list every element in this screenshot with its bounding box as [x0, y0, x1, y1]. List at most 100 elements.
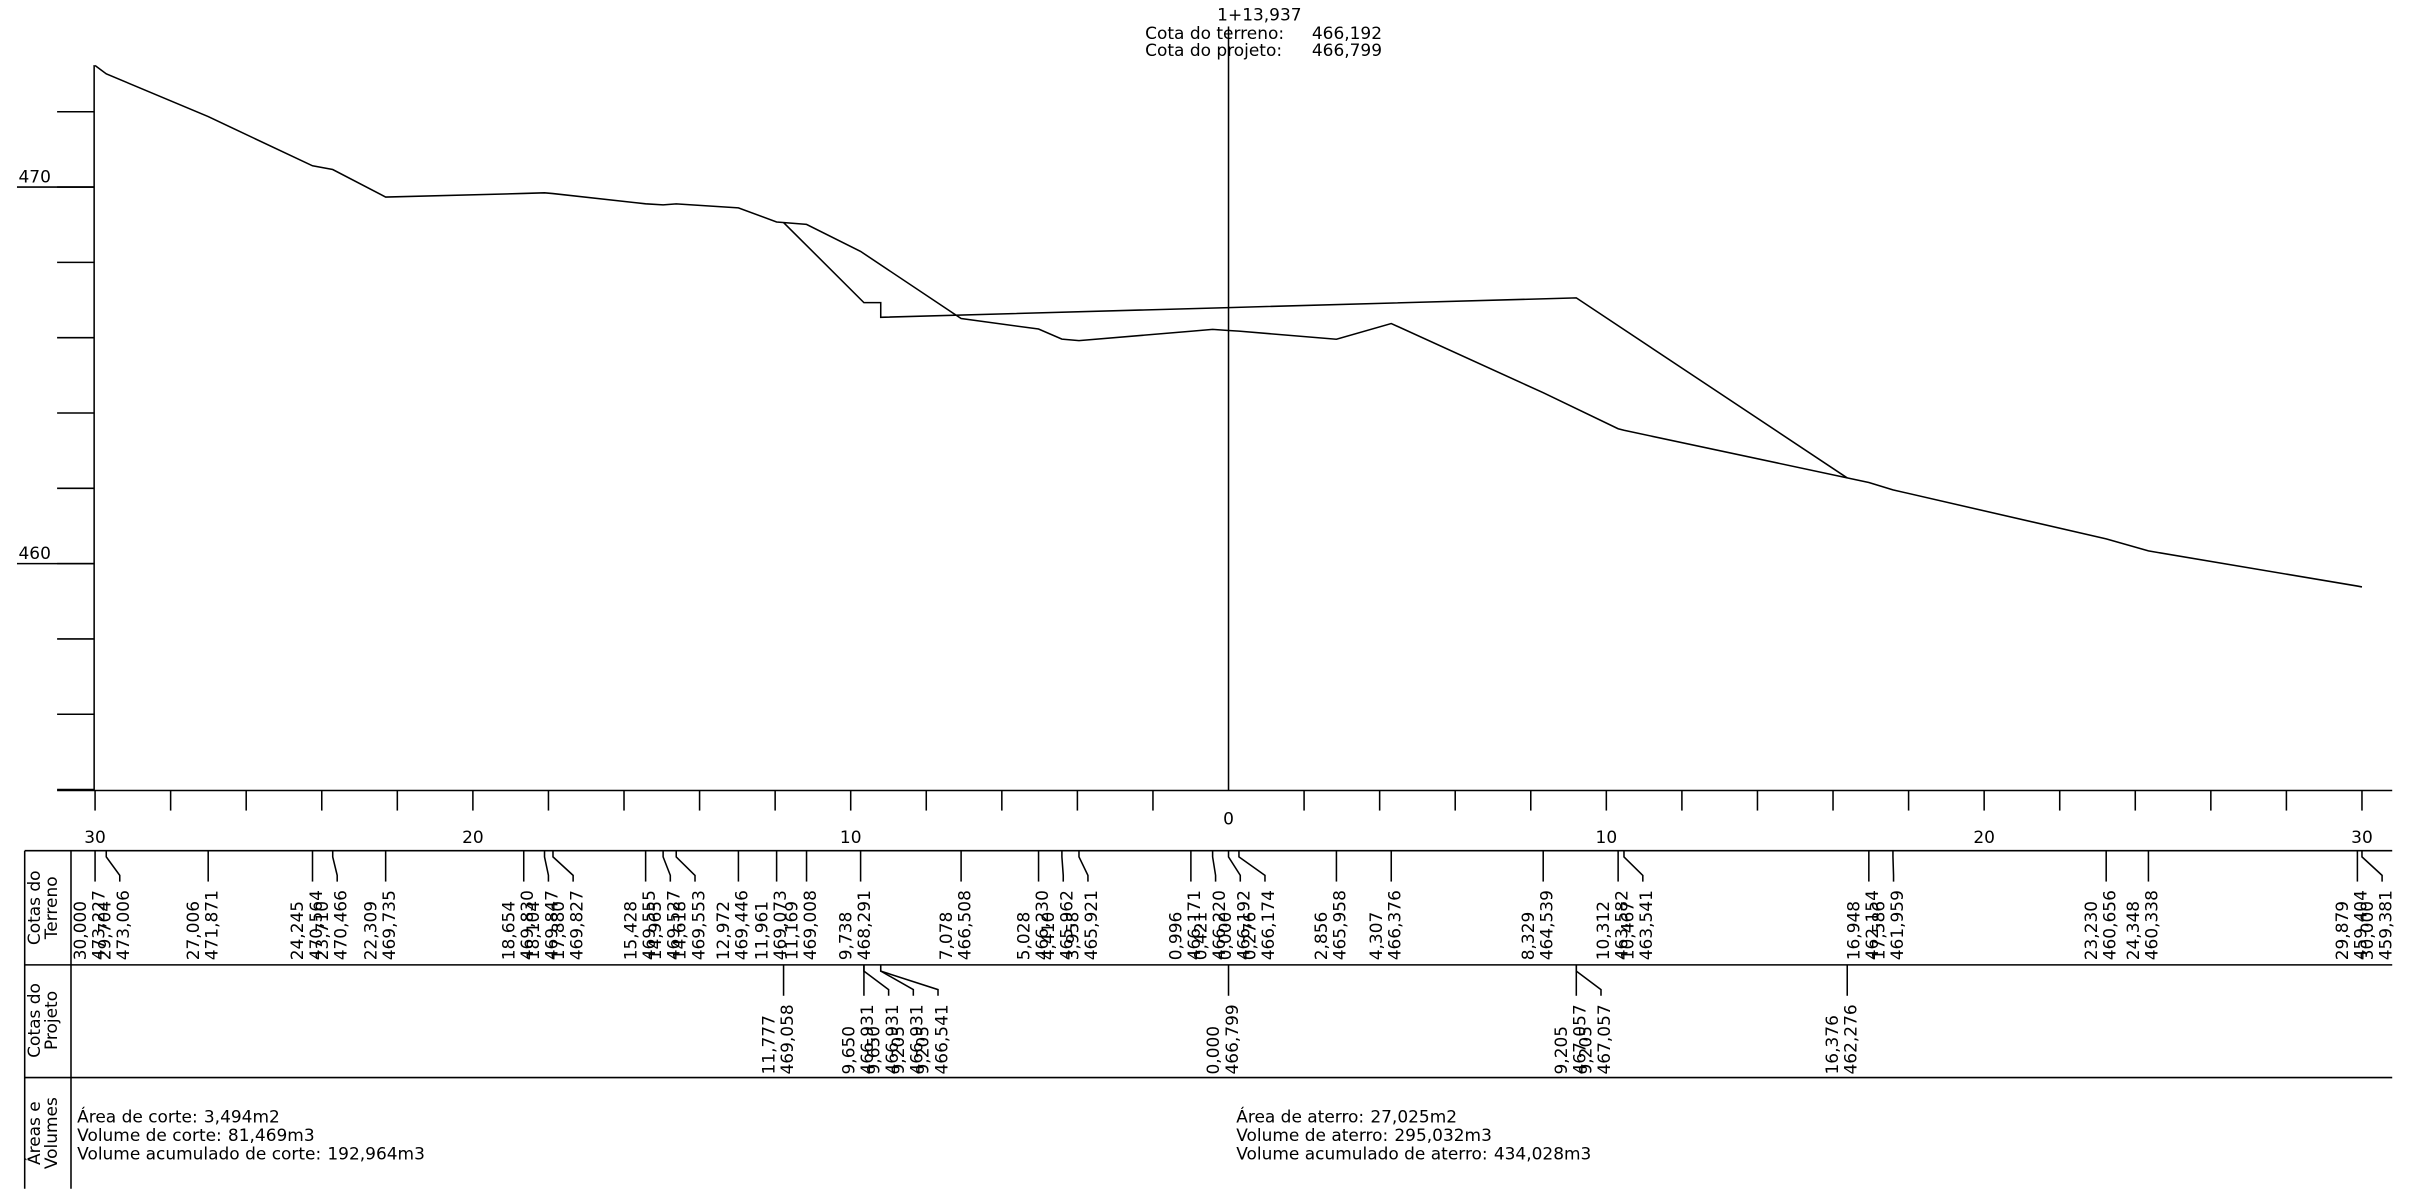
offset-label: 3,958 [1064, 912, 1084, 961]
offset-label: 4,307 [1367, 912, 1387, 961]
elevation-label: 465,962 [1058, 890, 1078, 960]
elevation-label: 463,582 [1612, 890, 1632, 960]
x-tick-label: 10 [1596, 828, 1618, 848]
row-header: Áreas e [23, 1101, 45, 1165]
offset-label: 23,230 [2082, 901, 2102, 960]
offset-label: 9,650 [840, 1026, 860, 1075]
elevation-label: 466,174 [1259, 890, 1279, 960]
offset-label: 23,710 [313, 901, 333, 960]
x-tick-label: 20 [462, 828, 484, 848]
offset-label: 29,704 [96, 901, 116, 960]
leader-line [1061, 850, 1065, 882]
area-volume-label: Volume de aterro: [1236, 1126, 1388, 1146]
area-volume-value: 27,025m2 [1370, 1107, 1457, 1127]
offset-label: 16,948 [1845, 901, 1865, 960]
offset-label: 30,000 [2358, 901, 2378, 960]
elevation-label: 470,564 [307, 890, 327, 960]
offset-label: 29,879 [2333, 901, 2353, 960]
elevation-label: 462,276 [1841, 1004, 1861, 1074]
area-volume-value: 434,028m3 [1494, 1144, 1592, 1164]
elevation-label: 459,381 [2376, 890, 2396, 960]
offset-label: 0,996 [1167, 912, 1187, 961]
elevation-label: 473,006 [114, 890, 134, 960]
offset-label: 9,205 [914, 1026, 934, 1075]
elevation-label: 460,656 [2100, 890, 2120, 960]
area-volume: Volume acumulado de corte: 192,964m3 [77, 1144, 425, 1164]
station-terrain-value: 466,192 [1312, 24, 1382, 44]
offset-label: 22,309 [361, 901, 381, 960]
leader-line [1211, 850, 1217, 882]
leader-line [879, 964, 939, 996]
offset-label: 2,856 [1312, 912, 1332, 961]
offset-label: 14,618 [671, 901, 691, 960]
leader-line [1078, 850, 1089, 882]
leader-line [1892, 850, 1895, 882]
elevation-label: 471,871 [202, 890, 222, 960]
station-project-label: Cota do projeto: [1145, 41, 1282, 61]
elevation-label: 465,921 [1082, 890, 1102, 960]
y-tick-label: 460 [19, 544, 51, 564]
elevation-label: 466,376 [1386, 890, 1406, 960]
station-terrain-label: Cota do terreno: [1145, 24, 1284, 44]
elevation-label: 466,931 [883, 1004, 903, 1074]
offset-label: 7,078 [937, 912, 957, 961]
station-name: 1+13,937 [1217, 5, 1301, 25]
offset-label: 24,348 [2124, 901, 2144, 960]
elevation-label: 469,827 [567, 890, 587, 960]
elevation-label: 469,830 [518, 890, 538, 960]
elevation-label: 468,291 [855, 890, 875, 960]
elevation-label: 460,338 [2143, 890, 2163, 960]
offset-label: 27,006 [184, 901, 204, 960]
y-tick-label: 470 [19, 167, 51, 187]
row-header: Cotas do [25, 870, 45, 945]
area-volume-label: Volume acumulado de corte: [77, 1144, 321, 1164]
row-header: Projeto [42, 991, 62, 1050]
terrain-line [94, 64, 2363, 588]
x-tick-label: 30 [84, 828, 106, 848]
leader-line [543, 850, 550, 882]
elevation-label: 466,192 [1235, 890, 1255, 960]
area-volume: Área de aterro: 27,025m2 [1236, 1105, 1457, 1127]
leader-line [105, 850, 121, 882]
offset-label: 8,329 [1519, 912, 1539, 961]
elevation-label: 469,058 [778, 1004, 798, 1074]
elevation-label: 469,008 [801, 890, 821, 960]
offset-label: 9,205 [1577, 1026, 1597, 1075]
offset-label: 0,000 [1204, 1026, 1224, 1075]
project-line [783, 221, 1848, 479]
elevation-label: 469,555 [640, 890, 660, 960]
offset-label: 0,276 [1241, 912, 1261, 961]
x-tick-label: 20 [1973, 828, 1995, 848]
x-tick-label: 0 [1223, 809, 1234, 829]
area-volume-label: Volume acumulado de aterro: [1236, 1144, 1487, 1164]
elevation-label: 469,073 [771, 890, 791, 960]
area-volume-label: Área de corte: [77, 1105, 198, 1127]
elevation-label: 466,799 [1223, 1004, 1243, 1074]
area-volume: Área de corte: 3,494m2 [77, 1105, 280, 1127]
area-volume-value: 295,032m3 [1394, 1126, 1491, 1146]
leader-line [675, 850, 696, 882]
area-volume-value: 3,494m2 [204, 1107, 280, 1127]
row-header: Volumes [42, 1097, 62, 1169]
elevation-label: 462,154 [1863, 890, 1883, 960]
area-volume: Volume de aterro: 295,032m3 [1236, 1126, 1492, 1146]
offset-label: 9,205 [1552, 1026, 1572, 1075]
offset-label: 11,169 [782, 901, 802, 960]
x-tick-label: 30 [2351, 828, 2373, 848]
area-volume-value: 192,964m3 [327, 1144, 425, 1164]
offset-label: 5,028 [1014, 912, 1034, 961]
elevation-label: 466,541 [932, 1004, 952, 1074]
offset-label: 12,972 [714, 901, 734, 960]
elevation-label: 467,057 [1571, 1004, 1591, 1074]
leader-line [331, 850, 338, 882]
leader-line [552, 850, 574, 882]
offset-label: 24,245 [288, 901, 308, 960]
elevation-label: 473,227 [89, 890, 109, 960]
offset-label: 9,738 [836, 912, 856, 961]
station-project-value: 466,799 [1312, 41, 1382, 61]
elevation-label: 466,931 [908, 1004, 928, 1074]
offset-label: 18,654 [499, 901, 519, 960]
elevation-label: 470,466 [331, 890, 351, 960]
offset-label: 4,410 [1039, 912, 1059, 961]
